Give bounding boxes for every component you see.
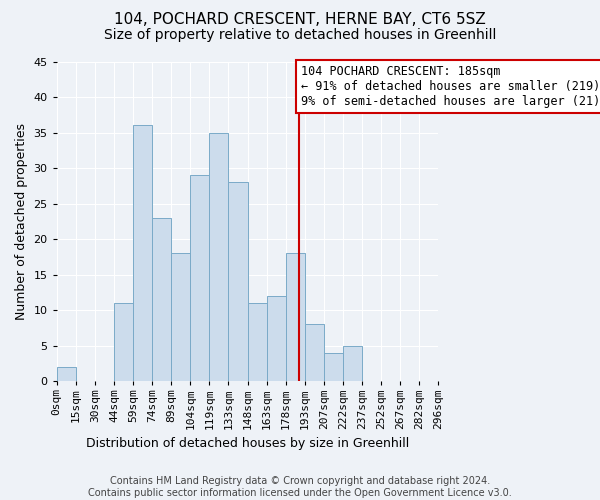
Bar bbox=[286, 254, 305, 381]
Y-axis label: Number of detached properties: Number of detached properties bbox=[15, 123, 28, 320]
Bar bbox=[266, 296, 286, 381]
Bar bbox=[343, 346, 362, 381]
Text: 104 POCHARD CRESCENT: 185sqm
← 91% of detached houses are smaller (219)
9% of se: 104 POCHARD CRESCENT: 185sqm ← 91% of de… bbox=[301, 65, 600, 108]
Bar bbox=[305, 324, 324, 381]
X-axis label: Distribution of detached houses by size in Greenhill: Distribution of detached houses by size … bbox=[86, 437, 409, 450]
Bar bbox=[114, 303, 133, 381]
Bar bbox=[152, 218, 171, 381]
Text: 104, POCHARD CRESCENT, HERNE BAY, CT6 5SZ: 104, POCHARD CRESCENT, HERNE BAY, CT6 5S… bbox=[114, 12, 486, 28]
Bar bbox=[57, 367, 76, 381]
Bar bbox=[209, 132, 229, 381]
Text: Contains HM Land Registry data © Crown copyright and database right 2024.
Contai: Contains HM Land Registry data © Crown c… bbox=[88, 476, 512, 498]
Bar bbox=[229, 182, 248, 381]
Bar bbox=[190, 175, 209, 381]
Bar bbox=[248, 303, 266, 381]
Bar bbox=[324, 353, 343, 381]
Bar bbox=[171, 254, 190, 381]
Bar bbox=[133, 126, 152, 381]
Text: Size of property relative to detached houses in Greenhill: Size of property relative to detached ho… bbox=[104, 28, 496, 42]
